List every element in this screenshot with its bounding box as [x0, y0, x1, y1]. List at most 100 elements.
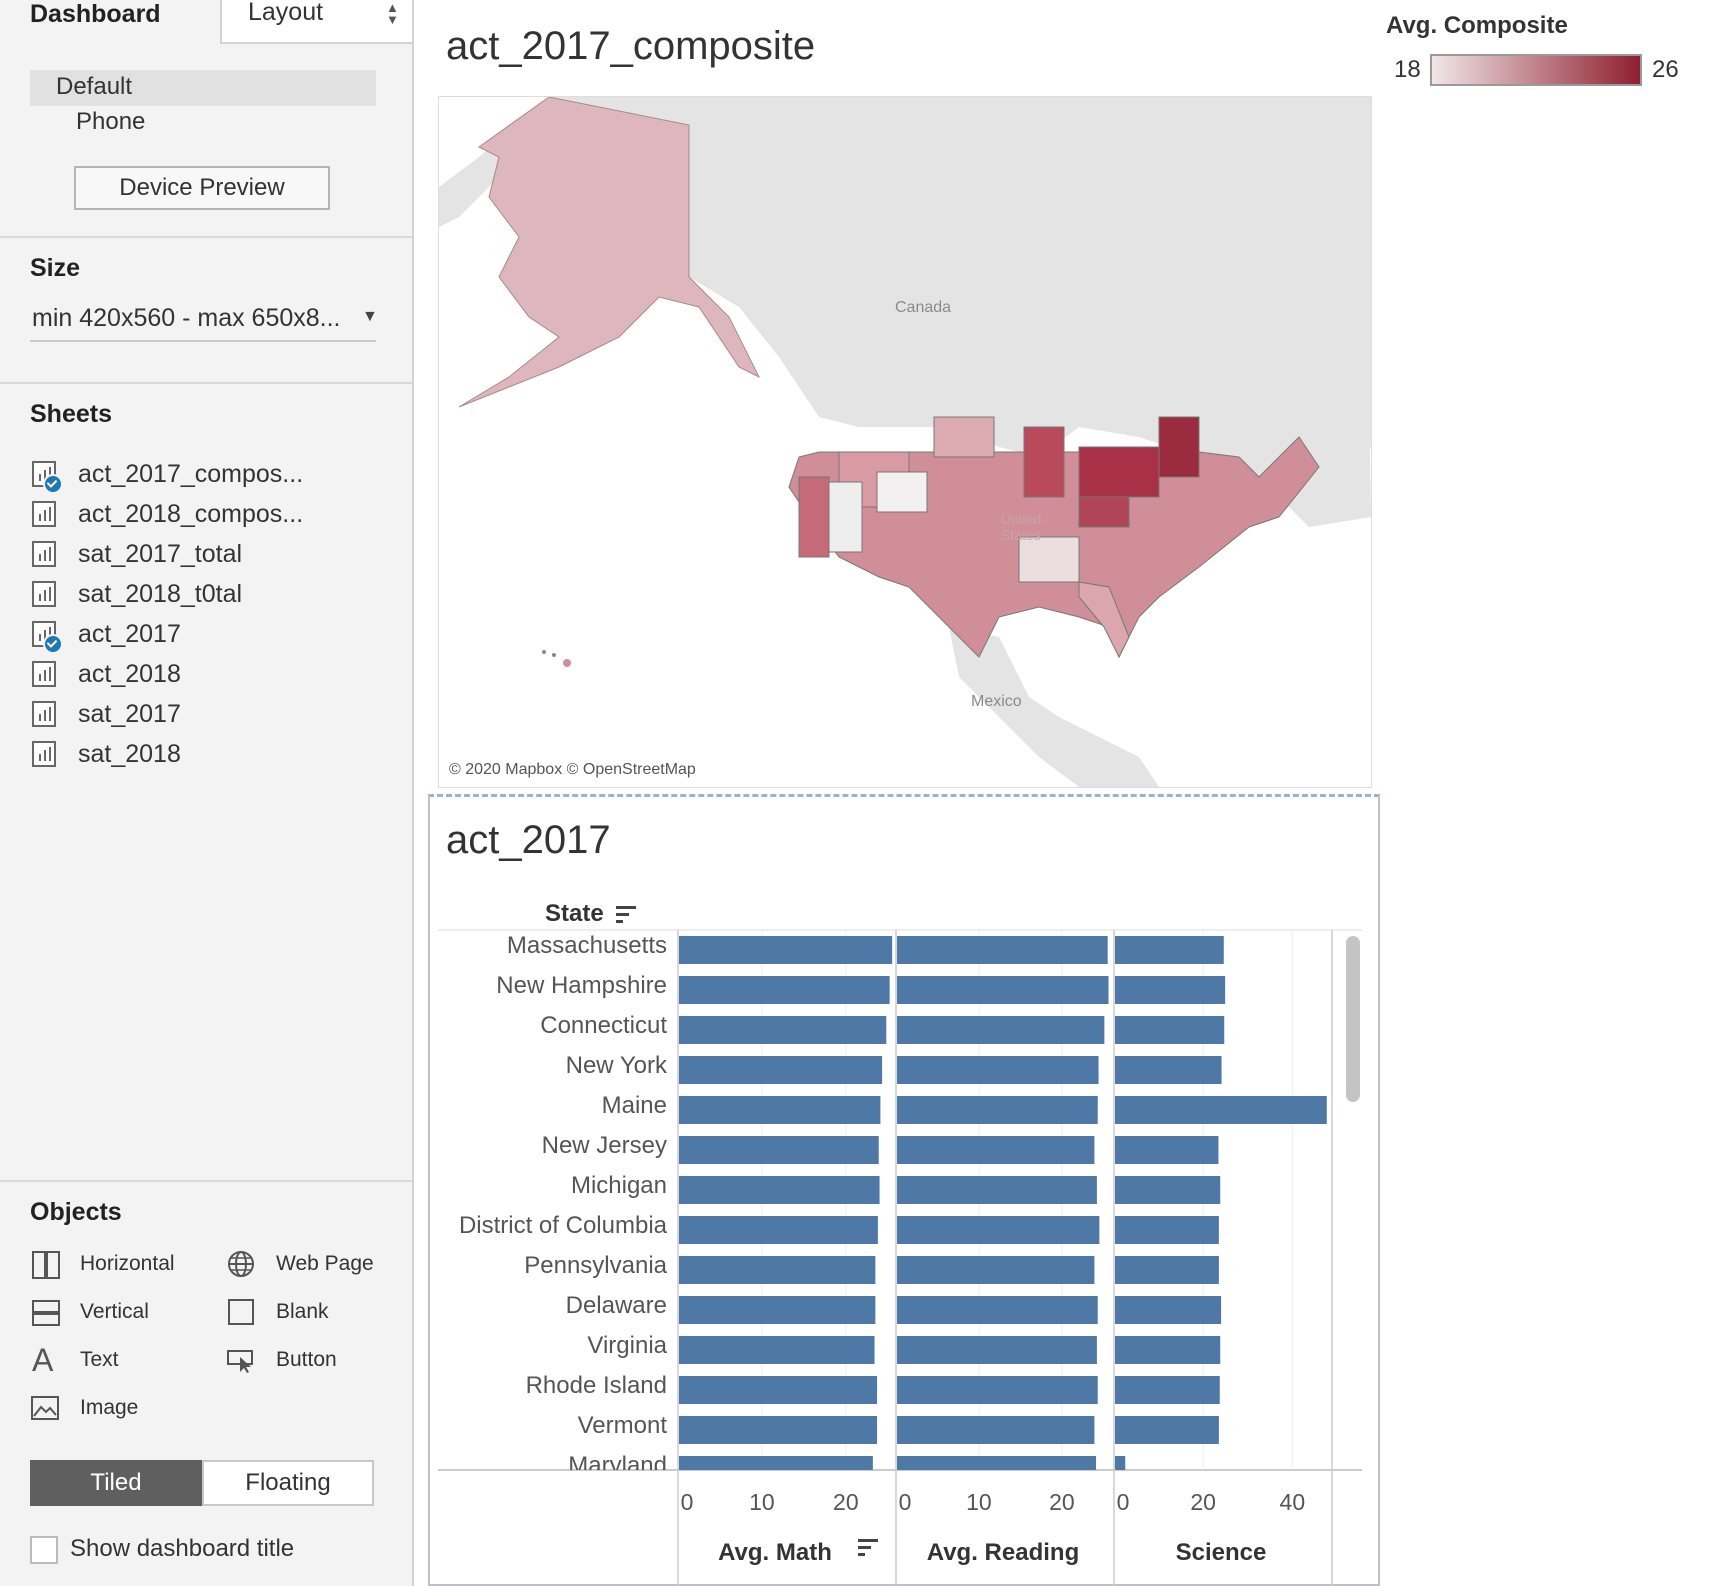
device-item-phone[interactable]: Phone [76, 108, 146, 135]
bar-science[interactable] [1115, 1096, 1327, 1124]
bar-science[interactable] [1115, 976, 1226, 1004]
bar-avg-reading[interactable] [897, 936, 1108, 964]
bar-avg-math[interactable] [679, 1016, 887, 1044]
state-mississippi-alabama[interactable] [1018, 536, 1080, 583]
bar-science[interactable] [1115, 1016, 1225, 1044]
tiled-toggle[interactable]: Tiled [30, 1460, 202, 1506]
bar-science[interactable] [1115, 1216, 1219, 1244]
state-wyoming[interactable] [876, 471, 928, 513]
sheets-title: Sheets [30, 400, 112, 428]
row-header-state[interactable]: State [545, 900, 604, 927]
state-florida[interactable] [1078, 581, 1130, 659]
bar-avg-reading[interactable] [897, 1096, 1098, 1124]
category-label[interactable]: Michigan [571, 1172, 667, 1199]
bar-avg-math[interactable] [679, 1256, 876, 1284]
category-label[interactable]: Vermont [578, 1412, 668, 1439]
bar-avg-reading[interactable] [897, 1016, 1105, 1044]
chart-title: act_2017 [446, 818, 611, 862]
object-vertical[interactable]: Vertical [30, 1292, 149, 1332]
tab-layout[interactable]: Layout ▲ ▼ [220, 0, 412, 44]
bar-avg-reading[interactable] [897, 1136, 1095, 1164]
sheet-item[interactable]: sat_2017 [32, 694, 181, 734]
bar-avg-math[interactable] [679, 1056, 883, 1084]
state-north-dakota[interactable] [933, 416, 995, 458]
bar-avg-math[interactable] [679, 1136, 879, 1164]
state-alaska[interactable] [458, 97, 761, 408]
bar-avg-reading[interactable] [897, 1256, 1095, 1284]
bar-science[interactable] [1115, 1416, 1219, 1444]
bar-science[interactable] [1115, 1376, 1220, 1404]
bar-science[interactable] [1115, 1056, 1222, 1084]
bar-avg-math[interactable] [679, 1176, 880, 1204]
category-label[interactable]: Connecticut [540, 1012, 667, 1039]
object-horizontal[interactable]: Horizontal [30, 1244, 175, 1284]
device-preview-button[interactable]: Device Preview [74, 166, 330, 210]
bar-avg-reading[interactable] [897, 1216, 1100, 1244]
category-label[interactable]: Pennsylvania [524, 1252, 667, 1279]
bar-avg-math[interactable] [679, 976, 890, 1004]
bar-avg-reading[interactable] [897, 976, 1109, 1004]
bar-avg-math[interactable] [679, 936, 893, 964]
state-new-york[interactable] [1078, 446, 1160, 498]
category-label[interactable]: Virginia [587, 1332, 667, 1359]
map-view[interactable]: Canada United States Mexico © 2020 Mapbo… [438, 96, 1372, 788]
text-icon: A [32, 1342, 54, 1378]
bar-science[interactable] [1115, 1456, 1126, 1484]
category-label[interactable]: Delaware [566, 1292, 667, 1319]
object-text[interactable]: A Text [30, 1340, 119, 1380]
sheet-item[interactable]: act_2017 [32, 614, 181, 654]
state-michigan[interactable] [1023, 426, 1065, 498]
object-blank[interactable]: Blank [226, 1292, 329, 1332]
tab-dashboard[interactable]: Dashboard [30, 0, 161, 28]
bar-avg-math[interactable] [679, 1416, 878, 1444]
state-virginia[interactable] [1078, 496, 1130, 528]
bar-avg-reading[interactable] [897, 1376, 1098, 1404]
bar-science[interactable] [1115, 1256, 1219, 1284]
state-california[interactable] [798, 476, 830, 558]
show-title-checkbox[interactable] [30, 1536, 58, 1564]
map-attribution[interactable]: © 2020 Mapbox © OpenStreetMap [449, 761, 696, 778]
sort-icon[interactable] [616, 906, 638, 931]
size-dropdown[interactable]: min 420x560 - max 650x8... ▼ [30, 302, 378, 342]
sheet-item[interactable]: sat_2018_t0tal [32, 574, 242, 614]
category-label[interactable]: New Hampshire [496, 972, 667, 999]
bar-avg-math[interactable] [679, 1296, 876, 1324]
sheet-item[interactable]: act_2018_compos... [32, 494, 303, 534]
sheet-item[interactable]: act_2017_compos... [32, 454, 303, 494]
bar-avg-math[interactable] [679, 1096, 881, 1124]
sheet-item[interactable]: sat_2018 [32, 734, 181, 774]
category-label[interactable]: District of Columbia [459, 1212, 668, 1239]
category-label[interactable]: Massachusetts [507, 932, 667, 959]
act-2017-sheet-frame[interactable] [428, 794, 1380, 1586]
sheet-item[interactable]: sat_2017_total [32, 534, 242, 574]
bar-avg-math[interactable] [679, 1216, 878, 1244]
bar-avg-reading[interactable] [897, 1456, 1097, 1484]
object-button[interactable]: Button [226, 1340, 337, 1380]
tick-label: 10 [749, 1489, 775, 1515]
bar-avg-reading[interactable] [897, 1176, 1097, 1204]
bar-avg-reading[interactable] [897, 1296, 1098, 1324]
object-web-page[interactable]: Web Page [226, 1244, 374, 1284]
object-image[interactable]: Image [30, 1388, 138, 1428]
bar-science[interactable] [1115, 1176, 1221, 1204]
bar-science[interactable] [1115, 1296, 1222, 1324]
chart-scrollbar[interactable] [1346, 936, 1360, 1102]
device-item-default[interactable]: Default [30, 70, 376, 106]
bar-science[interactable] [1115, 1336, 1221, 1364]
bar-avg-math[interactable] [679, 1456, 873, 1484]
bar-avg-reading[interactable] [897, 1416, 1095, 1444]
sheet-item[interactable]: act_2018 [32, 654, 181, 694]
state-new-england[interactable] [1158, 416, 1200, 478]
category-label[interactable]: New Jersey [542, 1132, 667, 1159]
bar-avg-math[interactable] [679, 1376, 878, 1404]
bar-avg-reading[interactable] [897, 1056, 1099, 1084]
category-label[interactable]: New York [566, 1052, 668, 1079]
bar-science[interactable] [1115, 1136, 1219, 1164]
category-label[interactable]: Maryland [568, 1452, 667, 1479]
bar-science[interactable] [1115, 936, 1224, 964]
category-label[interactable]: Rhode Island [526, 1372, 667, 1399]
bar-avg-math[interactable] [679, 1336, 875, 1364]
category-label[interactable]: Maine [602, 1092, 667, 1119]
floating-toggle[interactable]: Floating [202, 1460, 374, 1506]
bar-avg-reading[interactable] [897, 1336, 1097, 1364]
